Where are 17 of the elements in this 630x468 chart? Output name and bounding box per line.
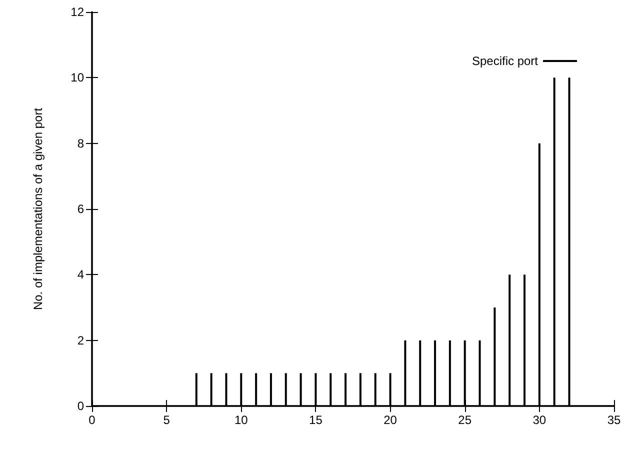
y-tick-label: 12 xyxy=(70,5,84,19)
x-tick-label: 5 xyxy=(163,413,170,427)
legend-label: Specific port xyxy=(472,54,539,68)
y-axis-title: No. of implementations of a given port xyxy=(31,107,45,310)
x-tick-label: 30 xyxy=(532,413,546,427)
x-tick-label: 25 xyxy=(458,413,472,427)
y-tick-label: 8 xyxy=(77,136,84,150)
x-tick-label: 10 xyxy=(234,413,248,427)
y-tick-label: 4 xyxy=(77,268,84,282)
x-tick-label: 0 xyxy=(88,413,96,427)
x-tick-label: 15 xyxy=(309,413,323,427)
x-tick-label: 35 xyxy=(607,413,621,427)
y-tick-label: 6 xyxy=(77,202,84,216)
y-tick-label: 2 xyxy=(77,333,84,348)
x-tick-label: 20 xyxy=(384,413,398,427)
y-tick-label: 0 xyxy=(77,399,84,413)
y-tick-label: 10 xyxy=(70,70,84,85)
